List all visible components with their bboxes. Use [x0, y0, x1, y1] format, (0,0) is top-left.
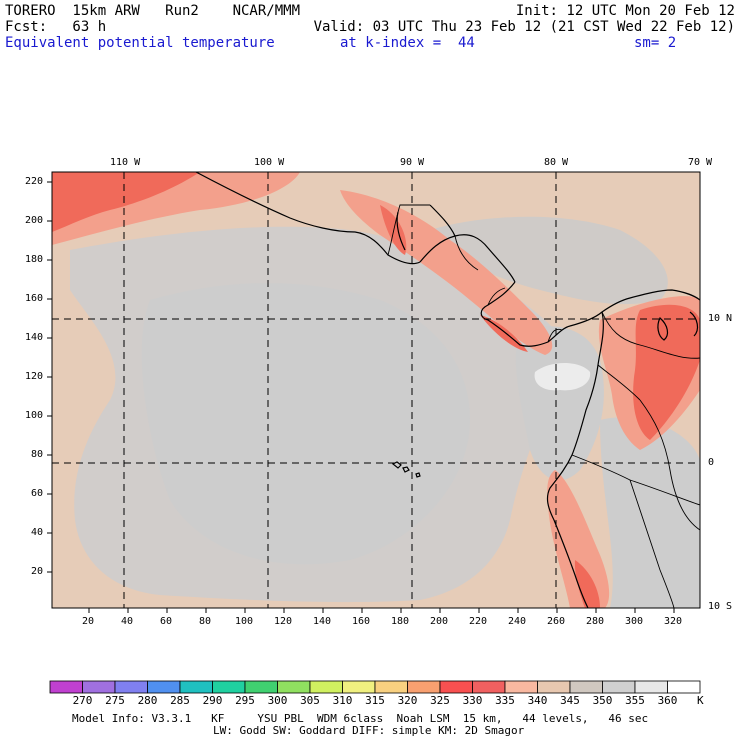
y-tick: 60	[31, 488, 44, 499]
country-borders	[387, 204, 700, 608]
colorbar-swatch	[212, 680, 246, 694]
y-tick: 120	[25, 371, 44, 382]
init-time: Init: 12 UTC Mon 20 Feb 12	[515, 3, 735, 19]
y-tick: 80	[31, 449, 44, 460]
plot-frame	[51, 171, 701, 609]
colorbar-label: 325	[430, 694, 450, 707]
lon-label-90w: 90 W	[400, 157, 425, 168]
x-tick: 180	[391, 616, 410, 627]
lon-label-70w: 70 W	[688, 157, 713, 168]
latlon-grid	[52, 172, 700, 608]
model-info: Model Info: V3.3.1 KF YSU PBL WDM 6class…	[72, 712, 649, 725]
x-tick: 220	[469, 616, 488, 627]
y-tick: 100	[25, 410, 44, 421]
y-tick: 40	[31, 527, 44, 538]
colorbar-swatch	[179, 680, 213, 694]
colorbar-swatch	[407, 680, 441, 694]
level-index: at k-index = 44	[340, 35, 475, 51]
lat-label-10s: 10 S	[708, 601, 733, 612]
x-tick: 100	[235, 616, 254, 627]
y-tick: 220	[25, 176, 44, 187]
colorbar-swatch	[504, 680, 538, 694]
colorbar-swatch	[667, 680, 701, 694]
forecast-hour: Fcst: 63 h	[5, 19, 107, 35]
colorbar-swatch	[49, 680, 83, 694]
lon-label-110w: 110 W	[110, 157, 141, 168]
colorbar-swatch	[634, 680, 668, 694]
y-tick: 200	[25, 215, 44, 226]
valid-time: Valid: 03 UTC Thu 23 Feb 12 (21 CST Wed …	[313, 19, 735, 35]
colorbar-unit: K	[697, 694, 704, 707]
colorbar-label: 285	[170, 694, 190, 707]
coastlines	[195, 172, 700, 608]
colorbar-swatch	[342, 680, 376, 694]
colorbar-swatch	[244, 680, 278, 694]
colorbar-swatch	[374, 680, 408, 694]
colorbar-label: 330	[462, 694, 483, 707]
colorbar-swatch	[569, 680, 603, 694]
colorbar-swatch	[277, 680, 311, 694]
colorbar-swatch	[114, 680, 148, 694]
colorbar-label: 270	[72, 694, 93, 707]
lon-label-100w: 100 W	[254, 157, 285, 168]
x-tick: 60	[160, 616, 173, 627]
y-tick: 140	[25, 332, 44, 343]
axis-ticks	[47, 181, 675, 613]
colorbar	[49, 680, 701, 694]
x-tick: 80	[199, 616, 212, 627]
theta-e-field	[52, 172, 700, 608]
colorbar-label: 340	[527, 694, 548, 707]
colorbar-label: 295	[235, 694, 255, 707]
x-tick: 300	[625, 616, 644, 627]
colorbar-label: 350	[592, 694, 613, 707]
colorbar-swatch	[309, 680, 343, 694]
colorbar-label: 290	[202, 694, 223, 707]
colorbar-label: 280	[137, 694, 158, 707]
colorbar-label: 300	[267, 694, 288, 707]
colorbar-swatch	[602, 680, 636, 694]
y-tick: 180	[25, 254, 44, 265]
lon-label-80w: 80 W	[544, 157, 569, 168]
y-tick: 20	[31, 566, 44, 577]
x-tick: 260	[547, 616, 566, 627]
x-tick: 320	[664, 616, 683, 627]
physics-info: LW: Godd SW: Goddard DIFF: simple KM: 2D…	[213, 724, 525, 737]
colorbar-swatch	[439, 680, 473, 694]
colorbar-swatch	[537, 680, 571, 694]
colorbar-label: 355	[625, 694, 645, 707]
colorbar-swatch	[82, 680, 116, 694]
colorbar-label: 275	[105, 694, 125, 707]
colorbar-swatch	[147, 680, 181, 694]
colorbar-label: 360	[657, 694, 678, 707]
x-tick: 200	[430, 616, 449, 627]
field-name: Equivalent potential temperature	[5, 35, 275, 51]
y-tick: 160	[25, 293, 44, 304]
x-tick: 120	[274, 616, 293, 627]
colorbar-label: 310	[332, 694, 353, 707]
colorbar-swatch	[472, 680, 506, 694]
x-tick: 160	[352, 616, 371, 627]
model-title: TORERO 15km ARW Run2 NCAR/MMM	[5, 3, 301, 19]
colorbar-label: 305	[300, 694, 320, 707]
lat-label-10n: 10 N	[708, 313, 733, 324]
colorbar-label: 315	[365, 694, 385, 707]
colorbar-label: 335	[495, 694, 515, 707]
smoothing: sm= 2	[634, 35, 677, 51]
x-tick: 240	[508, 616, 527, 627]
x-tick: 20	[82, 616, 95, 627]
colorbar-label: 345	[560, 694, 580, 707]
x-tick: 140	[313, 616, 332, 627]
x-tick: 40	[121, 616, 134, 627]
x-tick: 280	[586, 616, 605, 627]
colorbar-label: 320	[397, 694, 418, 707]
lat-label-0: 0	[708, 457, 715, 468]
